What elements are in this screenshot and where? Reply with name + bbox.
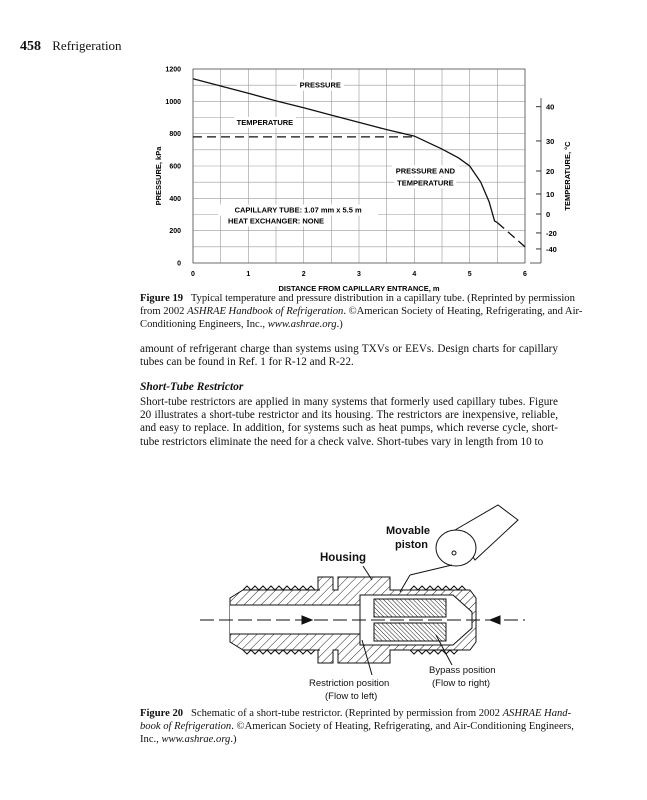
chart-annotation: PRESSURE AND bbox=[396, 166, 456, 175]
text-segment: .) bbox=[336, 319, 343, 330]
text-line: Short-tube restrictors are applied in ma… bbox=[140, 396, 558, 408]
text-line: tubes can be found in Ref. 1 for R-12 an… bbox=[140, 356, 354, 369]
right-axis-label: TEMPERATURE, °C bbox=[563, 141, 572, 211]
movable-piston-section bbox=[373, 598, 447, 642]
text-line: Figure 19 Typical temperature and pressu… bbox=[140, 292, 575, 305]
text-line: Conditioning Engineers, Inc., www.ashrae… bbox=[140, 318, 558, 331]
chart-annotation: PRESSURE bbox=[300, 81, 341, 90]
text-segment: Conditioning Engineers, Inc., bbox=[140, 319, 268, 330]
right-tick-label: 0 bbox=[546, 210, 550, 219]
leader-lines bbox=[361, 564, 453, 676]
y-tick-label: 200 bbox=[169, 228, 181, 235]
figure-20-caption: Figure 20 Schematic of a short-tube rest… bbox=[140, 707, 574, 746]
text-segment: www.ashrae.org bbox=[161, 734, 231, 745]
annotation-mask bbox=[218, 204, 379, 216]
text-segment: Typical temperature and pressure distrib… bbox=[183, 293, 575, 304]
y-tick-label: 1200 bbox=[165, 67, 181, 74]
x-tick-label: 1 bbox=[246, 271, 250, 278]
right-tick-label: 40 bbox=[546, 103, 554, 112]
y-tick-label: 400 bbox=[169, 196, 181, 203]
x-tick-label: 4 bbox=[412, 271, 416, 278]
x-axis-label: DISTANCE FROM CAPILLARY ENTRANCE, m bbox=[278, 284, 439, 293]
text-line: Figure 20 Schematic of a short-tube rest… bbox=[140, 707, 571, 720]
y-axis-label: PRESSURE, kPa bbox=[154, 146, 163, 206]
running-header: 458 Refrigeration bbox=[20, 38, 122, 55]
x-tick-label: 0 bbox=[191, 271, 195, 278]
right-tick-label: 20 bbox=[546, 167, 554, 176]
label-housing: Housing bbox=[320, 552, 366, 564]
text-segment: ASHRAE Handbook of Refrigeration bbox=[187, 306, 344, 317]
paragraph-1: amount of refrigerant charge than system… bbox=[140, 343, 558, 369]
text-segment: Figure 19 bbox=[140, 293, 184, 304]
page-number: 458 bbox=[20, 39, 41, 54]
text-segment: ASHRAE Hand- bbox=[502, 708, 572, 719]
text-line: amount of refrigerant charge than system… bbox=[140, 343, 558, 355]
chart-annotation: TEMPERATURE bbox=[237, 118, 294, 127]
text-line: tube restrictors eliminate the need for … bbox=[140, 435, 544, 448]
label-restriction-position: Restriction position bbox=[309, 678, 389, 689]
chart-annotation: HEAT EXCHANGER: NONE bbox=[228, 216, 324, 225]
text-segment: .) bbox=[230, 734, 237, 745]
text-line: Inc., www.ashrae.org.) bbox=[140, 733, 558, 746]
figure-19-caption: Figure 19 Typical temperature and pressu… bbox=[140, 292, 582, 331]
housing-body bbox=[229, 576, 477, 664]
section-heading: Short-Tube Restrictor bbox=[140, 381, 244, 393]
text-segment: Schematic of a short-tube restrictor. (R… bbox=[183, 708, 503, 719]
annotation-mask bbox=[394, 177, 457, 189]
text-line: 20 illustrates a short-tube restrictor a… bbox=[140, 409, 558, 422]
text-line: and easy to replace. In addition, for sy… bbox=[140, 422, 558, 435]
arrow-left-icon bbox=[488, 615, 501, 625]
annotation-mask bbox=[223, 215, 329, 227]
right-tick-label: 10 bbox=[546, 190, 554, 199]
x-tick-label: 2 bbox=[302, 271, 306, 278]
text-segment: . ©American Society of Heating, Refriger… bbox=[231, 721, 574, 732]
plot-frame bbox=[192, 68, 526, 264]
x-tick-label: 5 bbox=[468, 271, 472, 278]
annotation-mask bbox=[233, 116, 296, 128]
right-tick-label: 30 bbox=[546, 137, 554, 146]
text-segment: Figure 20 bbox=[140, 708, 184, 719]
paragraph-2: Short-tube restrictors are applied in ma… bbox=[140, 396, 558, 449]
y-tick-label: 0 bbox=[177, 261, 181, 268]
text-line: book of Refrigeration. ©American Society… bbox=[140, 720, 574, 733]
annotation-mask bbox=[296, 79, 344, 91]
chart-annotation: CAPILLARY TUBE: 1.07 mm x 5.5 m bbox=[235, 206, 362, 215]
text-segment: . ©American Society of Heating, Refriger… bbox=[343, 306, 583, 317]
y-tick-label: 1000 bbox=[165, 99, 181, 106]
x-tick-label: 3 bbox=[357, 271, 361, 278]
running-title: Refrigeration bbox=[52, 38, 122, 53]
series-line-2 bbox=[496, 222, 526, 248]
arrow-right-icon bbox=[301, 615, 314, 625]
text-line: from 2002 ASHRAE Handbook of Refrigerati… bbox=[140, 305, 582, 318]
text-segment: from 2002 bbox=[140, 306, 188, 317]
right-tick-label: -40 bbox=[546, 245, 557, 254]
text-segment: www.ashrae.org bbox=[267, 319, 337, 330]
piston-isometric bbox=[435, 504, 519, 567]
flow-centerline bbox=[200, 615, 525, 625]
label-piston: piston bbox=[395, 539, 428, 551]
label-bypass-position: Bypass position bbox=[429, 665, 496, 676]
label-flow-left: (Flow to left) bbox=[325, 691, 377, 702]
text-segment: book of Refrigeration bbox=[140, 721, 232, 732]
y-tick-label: 600 bbox=[169, 164, 181, 171]
chart-annotation: TEMPERATURE bbox=[397, 178, 454, 187]
label-flow-right: (Flow to right) bbox=[432, 678, 490, 689]
annotation-mask bbox=[392, 165, 459, 177]
series-line-0 bbox=[192, 78, 498, 224]
label-movable: Movable bbox=[386, 525, 430, 537]
y-tick-label: 800 bbox=[169, 131, 181, 138]
x-tick-label: 6 bbox=[523, 271, 527, 278]
right-tick-label: -20 bbox=[546, 229, 557, 238]
text-segment: Inc., bbox=[140, 734, 162, 745]
